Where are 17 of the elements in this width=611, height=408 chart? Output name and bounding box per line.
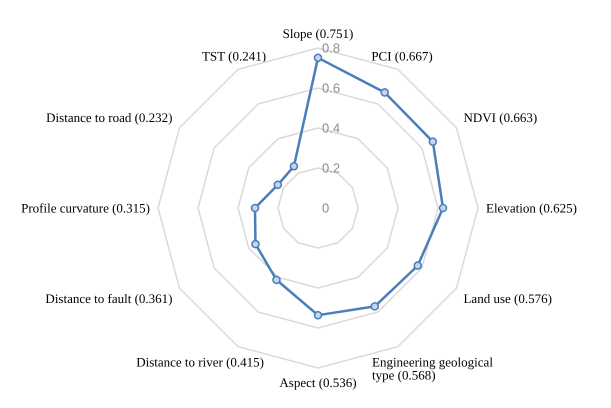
spoke-label: Aspect (0.536): [279, 375, 357, 390]
spoke-label: TST (0.241): [202, 48, 266, 64]
spoke-label: Elevation (0.625): [486, 200, 577, 216]
spoke-label: Slope (0.751): [282, 26, 354, 41]
spoke-label: Distance to road (0.232): [46, 110, 173, 125]
spoke-label: Distance to fault (0.361): [45, 291, 173, 306]
y-tick-label: 0.8: [322, 40, 340, 56]
y-tick-label: 0: [322, 200, 330, 216]
spoke-label: Profile curvature (0.315): [21, 200, 150, 216]
spoke-label: Distance to river (0.415): [136, 354, 264, 370]
spoke-label: Engineering geological type (0.568): [372, 354, 494, 382]
spoke-label: NDVI (0.663): [463, 110, 538, 125]
y-tick-label: 0.2: [322, 160, 340, 176]
spoke-label: PCI (0.667): [371, 48, 433, 64]
y-tick-label: 0.6: [322, 80, 340, 96]
spoke-label: Land use (0.576): [463, 291, 552, 306]
y-tick-label: 0.4: [322, 120, 340, 136]
